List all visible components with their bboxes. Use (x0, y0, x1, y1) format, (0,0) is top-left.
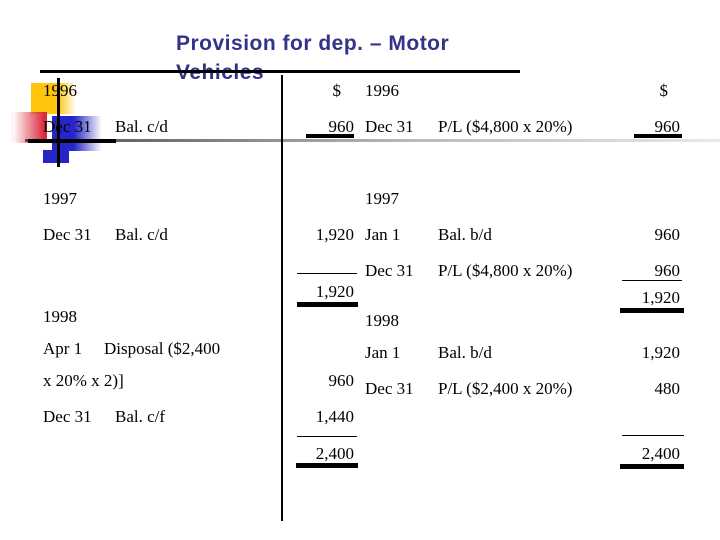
page-title-line1: Provision for dep. – Motor (176, 32, 450, 55)
left-entry-date: Apr 1 (43, 339, 83, 358)
right-1998-total: 2,400 (641, 444, 680, 463)
right-entry-desc: Bal. b/d (438, 343, 492, 362)
taccount-divider (281, 75, 283, 521)
ornament-blue-square-small (43, 150, 69, 163)
left-entry-amount: 1,440 (315, 407, 354, 426)
right-1998-total-underline (620, 464, 684, 469)
right-entry-amount: 480 (654, 379, 681, 398)
ornament-yellow-square (31, 83, 77, 114)
ornament-red-square (11, 112, 47, 143)
right-entry-desc: Bal. b/d (438, 225, 492, 244)
right-1997-addition-line (622, 280, 682, 281)
right-entry-date: Jan 1 (365, 343, 401, 362)
right-entry-desc: P/L ($4,800 x 20%) (438, 117, 573, 136)
right-1998-addition-line (622, 435, 684, 436)
right-entry-desc: P/L ($4,800 x 20%) (438, 261, 573, 280)
left-entry-amount: 960 (328, 117, 355, 136)
left-1997-total: 1,920 (315, 282, 354, 301)
right-entry-amount: 1,920 (641, 343, 680, 362)
right-entry-amount: 960 (654, 261, 681, 280)
ornament-blue-square (52, 116, 104, 151)
left-currency-symbol: $ (332, 81, 342, 100)
right-entry-amount: 960 (654, 225, 681, 244)
right-entry-amount: 960 (654, 117, 681, 136)
left-entry-amount: 960 (328, 371, 355, 390)
title-underline (40, 70, 520, 73)
left-entry-date: Dec 31 (43, 225, 92, 244)
right-entry-date: Jan 1 (365, 225, 401, 244)
right-entry-date: Dec 31 (365, 261, 414, 280)
left-year-1996: 1996 (43, 81, 77, 100)
left-entry-desc: Bal. c/d (115, 117, 168, 136)
right-1997-total-underline (620, 308, 684, 313)
right-currency-symbol: $ (659, 81, 669, 100)
right-1997-total: 1,920 (641, 288, 680, 307)
left-entry-desc: Bal. c/f (115, 407, 166, 426)
left-entry-desc: Disposal ($2,400 (104, 339, 221, 358)
right-entry-date: Dec 31 (365, 117, 414, 136)
left-entry-desc: Bal. c/d (115, 225, 168, 244)
left-entry-date: Dec 31 (43, 117, 92, 136)
right-year-1996: 1996 (365, 81, 399, 100)
left-1997-addition-line (297, 273, 357, 274)
left-1998-total-underline (296, 463, 358, 468)
left-year-1998: 1998 (43, 307, 77, 326)
ornament-vertical-line (57, 78, 60, 167)
right-year-1998: 1998 (365, 311, 399, 330)
ornament-horizontal-line (28, 139, 116, 143)
right-1996-total-underline (634, 134, 682, 138)
left-year-1997: 1997 (43, 189, 77, 208)
left-1998-addition-line (297, 436, 357, 437)
left-1998-total: 2,400 (315, 444, 354, 463)
right-entry-desc: P/L ($2,400 x 20%) (438, 379, 573, 398)
left-entry-desc-continued: x 20% x 2)] (43, 371, 124, 390)
template-gray-rule (25, 139, 720, 142)
left-1996-total-underline (306, 134, 354, 138)
left-1997-total-underline (297, 302, 358, 307)
left-entry-amount: 1,920 (315, 225, 354, 244)
right-entry-date: Dec 31 (365, 379, 414, 398)
right-year-1997: 1997 (365, 189, 399, 208)
left-entry-date: Dec 31 (43, 407, 92, 426)
